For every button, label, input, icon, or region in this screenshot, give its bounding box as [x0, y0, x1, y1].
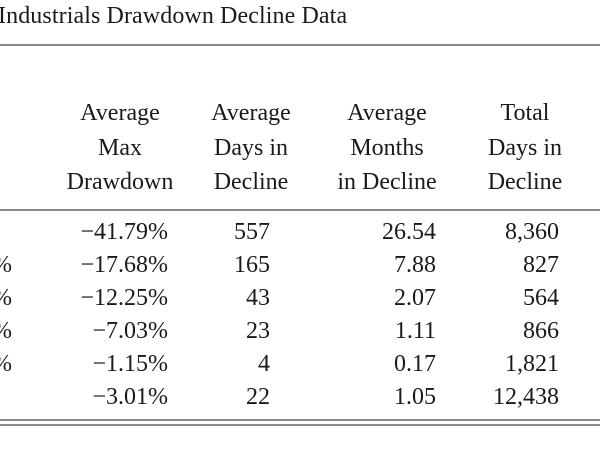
- total-days-cell: 827: [523, 252, 559, 278]
- header-rule: [0, 209, 600, 211]
- days-in-decline-cell: 4: [258, 351, 270, 377]
- max-drawdown-cell: −12.25%: [80, 285, 168, 311]
- header-line: Average: [347, 100, 427, 126]
- days-in-decline-cell: 557: [234, 219, 270, 245]
- header-total-days-in-decline: Total Days in Decline: [470, 96, 580, 200]
- months-in-decline-cell: 1.11: [394, 318, 436, 344]
- header-average-days-in-decline: Average Days in Decline: [198, 96, 304, 200]
- table-row: % −12.25% 43 2.07 564: [0, 285, 600, 318]
- header-line: Average: [211, 100, 291, 126]
- header-line: Decline: [213, 169, 289, 195]
- max-drawdown-cell: −41.79%: [80, 219, 168, 245]
- max-drawdown-cell: −3.01%: [92, 384, 168, 410]
- total-days-cell: 564: [523, 285, 559, 311]
- table-row: % −17.68% 165 7.88 827: [0, 252, 600, 285]
- header-line: Days in: [488, 134, 562, 161]
- months-in-decline-cell: 26.54: [382, 219, 436, 245]
- days-in-decline-cell: 22: [246, 384, 270, 410]
- row-label: %: [0, 318, 12, 345]
- max-drawdown-cell: −7.03%: [92, 318, 168, 344]
- header-line: Decline: [487, 169, 563, 195]
- row-label: %: [0, 351, 12, 378]
- header-line: Months: [350, 134, 424, 161]
- header-line: Average: [80, 100, 160, 126]
- table-row: % −1.15% 4 0.17 1,821: [0, 351, 600, 384]
- table-title: Industrials Drawdown Decline Data: [0, 3, 348, 29]
- total-days-cell: 1,821: [505, 351, 559, 377]
- total-days-cell: 8,360: [505, 219, 559, 245]
- row-label: %: [0, 285, 12, 312]
- header-line: Days in: [214, 134, 288, 161]
- total-days-cell: 866: [523, 318, 559, 344]
- table-row: % −7.03% 23 1.11 866: [0, 318, 600, 351]
- header-average-max-drawdown: Average Max Drawdown: [50, 96, 190, 200]
- header-line: in Decline: [337, 169, 437, 195]
- max-drawdown-cell: −1.15%: [92, 351, 168, 377]
- bottom-rule-double: [0, 424, 600, 426]
- table-row: −41.79% 557 26.54 8,360: [0, 219, 600, 252]
- days-in-decline-cell: 23: [246, 318, 270, 344]
- days-in-decline-cell: 43: [246, 285, 270, 311]
- row-label: %: [0, 252, 12, 279]
- table-row: −3.01% 22 1.05 12,438: [0, 384, 600, 417]
- header-line: Total: [500, 100, 550, 126]
- max-drawdown-cell: −17.68%: [80, 252, 168, 278]
- days-in-decline-cell: 165: [234, 252, 270, 278]
- header-line: Drawdown: [66, 169, 174, 195]
- months-in-decline-cell: 7.88: [394, 252, 436, 278]
- total-days-cell: 12,438: [493, 384, 559, 410]
- header-average-months-in-decline: Average Months in Decline: [322, 96, 452, 200]
- months-in-decline-cell: 2.07: [394, 285, 436, 311]
- months-in-decline-cell: 1.05: [394, 384, 436, 410]
- header-line: Max: [98, 134, 142, 161]
- top-rule: [0, 44, 600, 46]
- bottom-rule: [0, 419, 600, 421]
- months-in-decline-cell: 0.17: [394, 351, 436, 377]
